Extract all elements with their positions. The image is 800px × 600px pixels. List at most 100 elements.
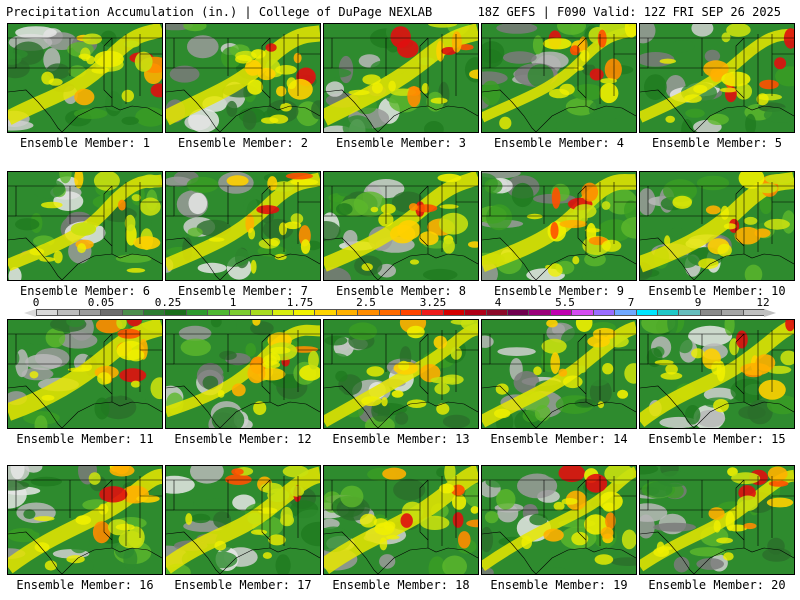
precip-map-member-16: [7, 465, 163, 575]
colorbar-segment: [143, 309, 166, 316]
precip-map-member-18: [323, 465, 479, 575]
ensemble-panel-8: Ensemble Member: 8: [323, 171, 479, 298]
member-caption: Ensemble Member: 12: [174, 432, 312, 446]
colorbar-segment: [250, 309, 273, 316]
colorbar-segment: [271, 309, 294, 316]
member-caption: Ensemble Member: 3: [335, 136, 467, 150]
colorbar-segment: [228, 309, 252, 316]
colorbar-tick-label: 3.25: [419, 296, 447, 309]
ensemble-panel-15: Ensemble Member: 15: [639, 319, 795, 446]
colorbar-segment: [400, 309, 423, 316]
member-caption: Ensemble Member: 19: [490, 578, 628, 592]
member-caption: Ensemble Member: 20: [648, 578, 786, 592]
member-caption: Ensemble Member: 13: [332, 432, 470, 446]
member-caption: Ensemble Member: 1: [19, 136, 151, 150]
ensemble-panel-7: Ensemble Member: 7: [165, 171, 321, 298]
colorbar-left-arrow: [24, 309, 36, 317]
colorbar-tick-label: 2.5: [356, 296, 376, 309]
ensemble-panel-16: Ensemble Member: 16: [7, 465, 163, 592]
colorbar-segment: [121, 309, 145, 316]
member-caption: Ensemble Member: 11: [16, 432, 154, 446]
member-caption: Ensemble Member: 10: [648, 284, 786, 298]
ensemble-panel-6: Ensemble Member: 6: [7, 171, 163, 298]
ensemble-panel-4: Ensemble Member: 4: [481, 23, 637, 150]
member-caption: Ensemble Member: 15: [648, 432, 786, 446]
precip-map-member-9: [481, 171, 637, 281]
member-caption: Ensemble Member: 4: [493, 136, 625, 150]
colorbar-segment: [635, 309, 658, 316]
colorbar-segment: [421, 309, 444, 316]
precip-map-member-10: [639, 171, 795, 281]
colorbar-segment: [292, 309, 316, 316]
product-title: Precipitation Accumulation (in.) | Colle…: [6, 5, 433, 19]
ensemble-panel-14: Ensemble Member: 14: [481, 319, 637, 446]
member-caption: Ensemble Member: 17: [174, 578, 312, 592]
precip-map-member-5: [639, 23, 795, 133]
ensemble-panel-3: Ensemble Member: 3: [323, 23, 479, 150]
colorbar-segment: [57, 309, 80, 316]
member-caption: Ensemble Member: 7: [177, 284, 309, 298]
colorbar-tick-label: 0.05: [87, 296, 115, 309]
ensemble-panel-9: Ensemble Member: 9: [481, 171, 637, 298]
colorbar-segment: [742, 309, 765, 316]
ensemble-panel-17: Ensemble Member: 17: [165, 465, 321, 592]
colorbar-segment: [507, 309, 530, 316]
colorbar-segment: [528, 309, 551, 316]
colorbar-tick-label: 1: [229, 296, 237, 309]
colorbar-segment: [442, 309, 466, 316]
colorbar-segment: [656, 309, 680, 316]
colorbar-right-arrow: [764, 309, 776, 317]
member-caption: Ensemble Member: 16: [16, 578, 154, 592]
colorbar-tick-label: 12: [756, 296, 770, 309]
ensemble-panel-19: Ensemble Member: 19: [481, 465, 637, 592]
ensemble-panel-5: Ensemble Member: 5: [639, 23, 795, 150]
colorbar-tick-label: 1.75: [286, 296, 314, 309]
ensemble-panel-1: Ensemble Member: 1: [7, 23, 163, 150]
precip-map-member-13: [323, 319, 479, 429]
colorbar-segment: [378, 309, 401, 316]
member-caption: Ensemble Member: 18: [332, 578, 470, 592]
precip-map-member-19: [481, 465, 637, 575]
member-caption: Ensemble Member: 9: [493, 284, 625, 298]
colorbar-segment: [335, 309, 359, 316]
precip-map-member-8: [323, 171, 479, 281]
colorbar-segment: [100, 309, 123, 316]
colorbar-tick-label: 4: [494, 296, 502, 309]
precip-map-member-15: [639, 319, 795, 429]
precip-map-member-17: [165, 465, 321, 575]
ensemble-panel-12: Ensemble Member: 12: [165, 319, 321, 446]
colorbar-tick-label: 0.25: [154, 296, 182, 309]
ensemble-panel-20: Ensemble Member: 20: [639, 465, 795, 592]
member-caption: Ensemble Member: 14: [490, 432, 628, 446]
colorbar-tick-label: 9: [694, 296, 702, 309]
colorbar-segment: [207, 309, 230, 316]
precip-map-member-11: [7, 319, 163, 429]
colorbar-segment: [549, 309, 573, 316]
precip-map-member-1: [7, 23, 163, 133]
precip-map-member-6: [7, 171, 163, 281]
colorbar-segment: [357, 309, 380, 316]
colorbar-segment: [699, 309, 723, 316]
ensemble-panel-10: Ensemble Member: 10: [639, 171, 795, 298]
colorbar-segment: [571, 309, 594, 316]
precip-map-member-12: [165, 319, 321, 429]
valid-time: 18Z GEFS | F090 Valid: 12Z FRI SEP 26 20…: [477, 5, 781, 19]
member-caption: Ensemble Member: 2: [177, 136, 309, 150]
precip-colorbar: 0 0.05 0.25 1 1.75 2.5 3.25 4 5.5 7 9 12: [0, 296, 800, 320]
ensemble-panel-2: Ensemble Member: 2: [165, 23, 321, 150]
colorbar-tick-label: 7: [627, 296, 635, 309]
colorbar-segment: [464, 309, 487, 316]
ensemble-panel-13: Ensemble Member: 13: [323, 319, 479, 446]
colorbar-tick-label: 0: [32, 296, 40, 309]
precip-map-member-7: [165, 171, 321, 281]
colorbar-segment: [164, 309, 187, 316]
member-caption: Ensemble Member: 6: [19, 284, 151, 298]
colorbar-segment: [592, 309, 616, 316]
colorbar-segment: [78, 309, 102, 316]
precip-map-member-20: [639, 465, 795, 575]
colorbar-segment: [185, 309, 209, 316]
precip-map-member-2: [165, 23, 321, 133]
colorbar-segment: [36, 309, 59, 316]
colorbar-segment: [614, 309, 637, 316]
member-caption: Ensemble Member: 8: [335, 284, 467, 298]
